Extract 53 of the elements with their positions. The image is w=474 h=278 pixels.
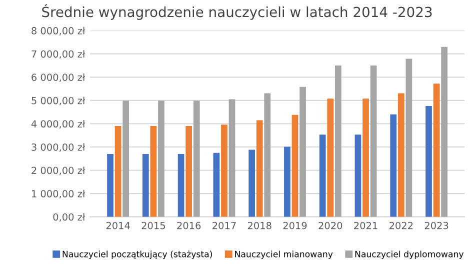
bar — [362, 98, 369, 217]
bar — [390, 114, 397, 217]
y-tick-label: 1 000,00 zł — [32, 190, 86, 198]
bar — [248, 150, 255, 217]
y-tick-label: 2 000,00 zł — [32, 166, 86, 176]
bar — [142, 154, 149, 217]
bar — [114, 126, 122, 217]
bar — [213, 152, 220, 217]
y-tick-label: 3 000,00 zł — [32, 143, 86, 152]
bar — [221, 124, 228, 217]
bar — [264, 93, 271, 217]
x-tick-label: 2017 — [212, 222, 236, 230]
bar — [158, 100, 164, 217]
bar — [122, 100, 130, 217]
x-tick-label: 2018 — [248, 222, 272, 230]
bar — [334, 66, 342, 217]
legend-label: Nauczyciel dyplomowany — [355, 250, 464, 259]
y-tick-label: 7 000,00 zł — [32, 50, 86, 59]
bar — [354, 134, 362, 217]
bar — [284, 146, 290, 217]
bar — [107, 154, 114, 217]
x-tick-label: 2016 — [177, 222, 201, 230]
bar — [319, 134, 326, 217]
bar — [406, 58, 412, 217]
x-tick-label: 2014 — [106, 222, 130, 230]
bar — [370, 66, 377, 217]
bar — [228, 99, 236, 217]
y-tick-label: 4 000,00 zł — [31, 120, 86, 129]
x-tick-label: 2021 — [354, 222, 378, 230]
y-tick-label: 8 000,00 zł — [32, 26, 86, 36]
x-tick-label: 2019 — [283, 222, 307, 230]
bar — [292, 114, 298, 217]
legend-label: Nauczyciel mianowany — [235, 250, 333, 259]
bar — [426, 106, 432, 217]
bar — [178, 154, 184, 217]
bar — [256, 120, 263, 217]
x-tick-label: 2023 — [424, 222, 448, 230]
x-tick-label: 2022 — [389, 222, 413, 230]
bar — [441, 46, 448, 217]
bar — [327, 98, 334, 217]
y-tick-label: 6 000,00 zł — [32, 73, 86, 82]
bar — [433, 84, 440, 217]
chart-title: Średnie wynagrodzenie nauczycieli w latach 2014 -2023 — [42, 4, 432, 20]
bar — [300, 86, 306, 217]
bar — [193, 100, 200, 217]
bar — [150, 126, 157, 217]
y-tick-label: 5 000,00 zł — [32, 96, 86, 106]
y-tick-label: 0,00 zł — [53, 213, 86, 222]
legend-label: Nauczyciel początkujący (stażysta) — [62, 250, 212, 259]
bar — [398, 93, 404, 217]
bar — [186, 126, 192, 217]
x-tick-label: 2015 — [142, 222, 165, 230]
x-tick-label: 2020 — [318, 222, 342, 230]
